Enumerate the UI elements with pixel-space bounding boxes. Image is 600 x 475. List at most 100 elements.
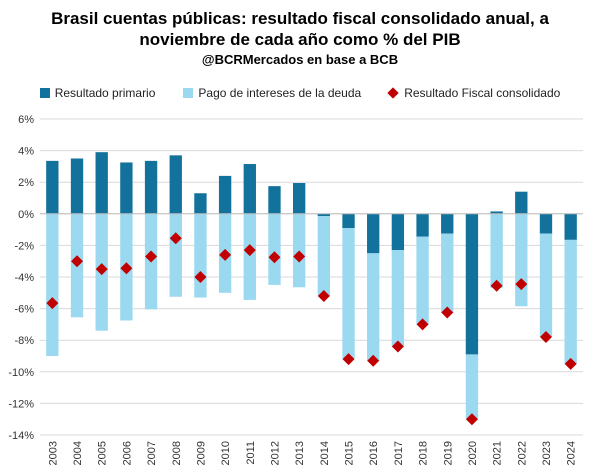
legend-label-intereses: Pago de intereses de la deuda <box>198 86 362 100</box>
marker-consolidado <box>391 340 404 353</box>
x-tick-label: 2011 <box>245 441 257 465</box>
chart-title-line-2: noviembre de cada año como % del PIB <box>139 30 461 49</box>
legend-swatch-intereses <box>183 88 194 98</box>
bar-intereses <box>194 213 207 298</box>
bar-intereses <box>268 213 281 285</box>
bar-primario <box>194 193 207 214</box>
x-tick-label: 2013 <box>294 441 306 465</box>
y-tick-label: -4% <box>14 272 34 284</box>
bar-primario <box>342 213 355 229</box>
bar-primario <box>465 213 479 355</box>
y-tick-label: -8% <box>14 335 34 347</box>
marker-consolidado <box>46 297 59 310</box>
bar-primario <box>292 182 306 214</box>
bar-intereses <box>515 213 528 307</box>
x-tick-label: 2003 <box>47 441 59 465</box>
y-tick-label: -12% <box>8 398 34 410</box>
y-tick-label: 6% <box>18 114 34 126</box>
marker-consolidado <box>120 262 133 275</box>
marker-consolidado <box>145 250 158 263</box>
marker-consolidado <box>465 413 478 426</box>
chart-title-block: Brasil cuentas públicas: resultado fisca… <box>0 8 600 68</box>
legend-label-primario: Resultado primario <box>54 86 156 100</box>
marker-consolidado <box>194 271 207 283</box>
x-tick-label: 2009 <box>195 441 207 465</box>
x-tick-label: 2012 <box>269 441 281 465</box>
marker-consolidado <box>441 306 454 319</box>
x-tick-label: 2005 <box>97 441 109 465</box>
bar-intereses <box>416 236 429 325</box>
marker-consolidado <box>515 278 528 291</box>
y-tick-label: -14% <box>8 430 34 442</box>
marker-consolidado <box>416 318 429 331</box>
bar-intereses <box>169 213 182 297</box>
bar-intereses <box>367 253 380 361</box>
bar-intereses <box>317 216 331 296</box>
marker-consolidado <box>219 248 232 261</box>
marker-consolidado <box>490 279 503 292</box>
legend-item-consolidado: Resultado Fiscal consolidado <box>387 86 561 100</box>
marker-consolidado <box>243 244 256 257</box>
y-tick-label: -6% <box>14 304 34 316</box>
x-tick-label: 2018 <box>418 441 430 465</box>
x-tick-label: 2023 <box>541 441 553 465</box>
legend-swatch-primario <box>39 88 50 98</box>
bar-primario <box>564 213 577 240</box>
chart-title-line-1: Brasil cuentas públicas: resultado fisca… <box>51 9 549 28</box>
bar-primario <box>416 213 429 237</box>
bar-primario <box>391 213 405 251</box>
x-tick-label: 2022 <box>516 441 528 465</box>
marker-consolidado <box>342 353 355 366</box>
bar-primario <box>441 213 454 234</box>
bar-intereses <box>391 250 405 347</box>
marker-consolidado <box>71 255 84 268</box>
chart-subtitle: @BCRMercados en base a BCB <box>201 52 399 67</box>
x-tick-label: 2024 <box>566 441 578 465</box>
marker-consolidado <box>169 232 182 245</box>
marker-consolidado <box>317 289 330 302</box>
bar-primario <box>539 213 553 234</box>
y-tick-label: 2% <box>18 177 34 189</box>
bar-primario <box>144 160 158 214</box>
x-tick-label: 2008 <box>171 441 183 465</box>
bar-primario <box>120 162 133 214</box>
x-tick-label: 2019 <box>442 441 454 465</box>
bar-intereses <box>490 213 503 289</box>
marker-layer <box>46 232 577 426</box>
x-tick-label: 2016 <box>368 441 380 465</box>
marker-consolidado <box>95 263 108 276</box>
marker-consolidado <box>539 331 552 344</box>
x-tick-label: 2021 <box>492 441 504 465</box>
bar-primario <box>367 213 380 254</box>
x-tick-label: 2015 <box>344 441 356 465</box>
y-tick-label: -10% <box>8 367 34 379</box>
bar-intereses <box>465 354 479 420</box>
legend-label-consolidado: Resultado Fiscal consolidado <box>404 86 561 100</box>
x-tick-label: 2007 <box>146 441 158 465</box>
x-tick-label: 2017 <box>393 441 405 465</box>
x-tick-label: 2004 <box>72 441 84 465</box>
bar-primario <box>317 213 331 217</box>
x-tick-label: 2020 <box>467 441 479 465</box>
bar-primario <box>46 160 59 214</box>
bar-primario <box>243 164 256 214</box>
bar-primario <box>169 155 182 214</box>
x-tick-label: 2006 <box>121 441 133 465</box>
bar-intereses <box>564 239 577 364</box>
bar-intereses <box>243 213 256 300</box>
marker-consolidado <box>564 357 577 370</box>
y-tick-label: -2% <box>14 240 34 252</box>
axis-layer: 6% 4% 2% 0% -2% -4% -6% -8% -10% -12% -14% 2003 2004… <box>8 114 583 465</box>
bar-primario <box>218 175 232 214</box>
marker-consolidado <box>268 251 281 264</box>
legend-item-primario: Resultado primario <box>39 86 156 100</box>
bar-primario <box>70 158 84 214</box>
bar-intereses <box>46 213 59 356</box>
bar-intereses <box>342 228 355 360</box>
bar-primario <box>95 152 108 214</box>
bar-primario <box>515 191 528 214</box>
bar-intereses <box>441 233 454 313</box>
marker-consolidado <box>293 250 306 263</box>
y-tick-label: 0% <box>18 209 34 221</box>
